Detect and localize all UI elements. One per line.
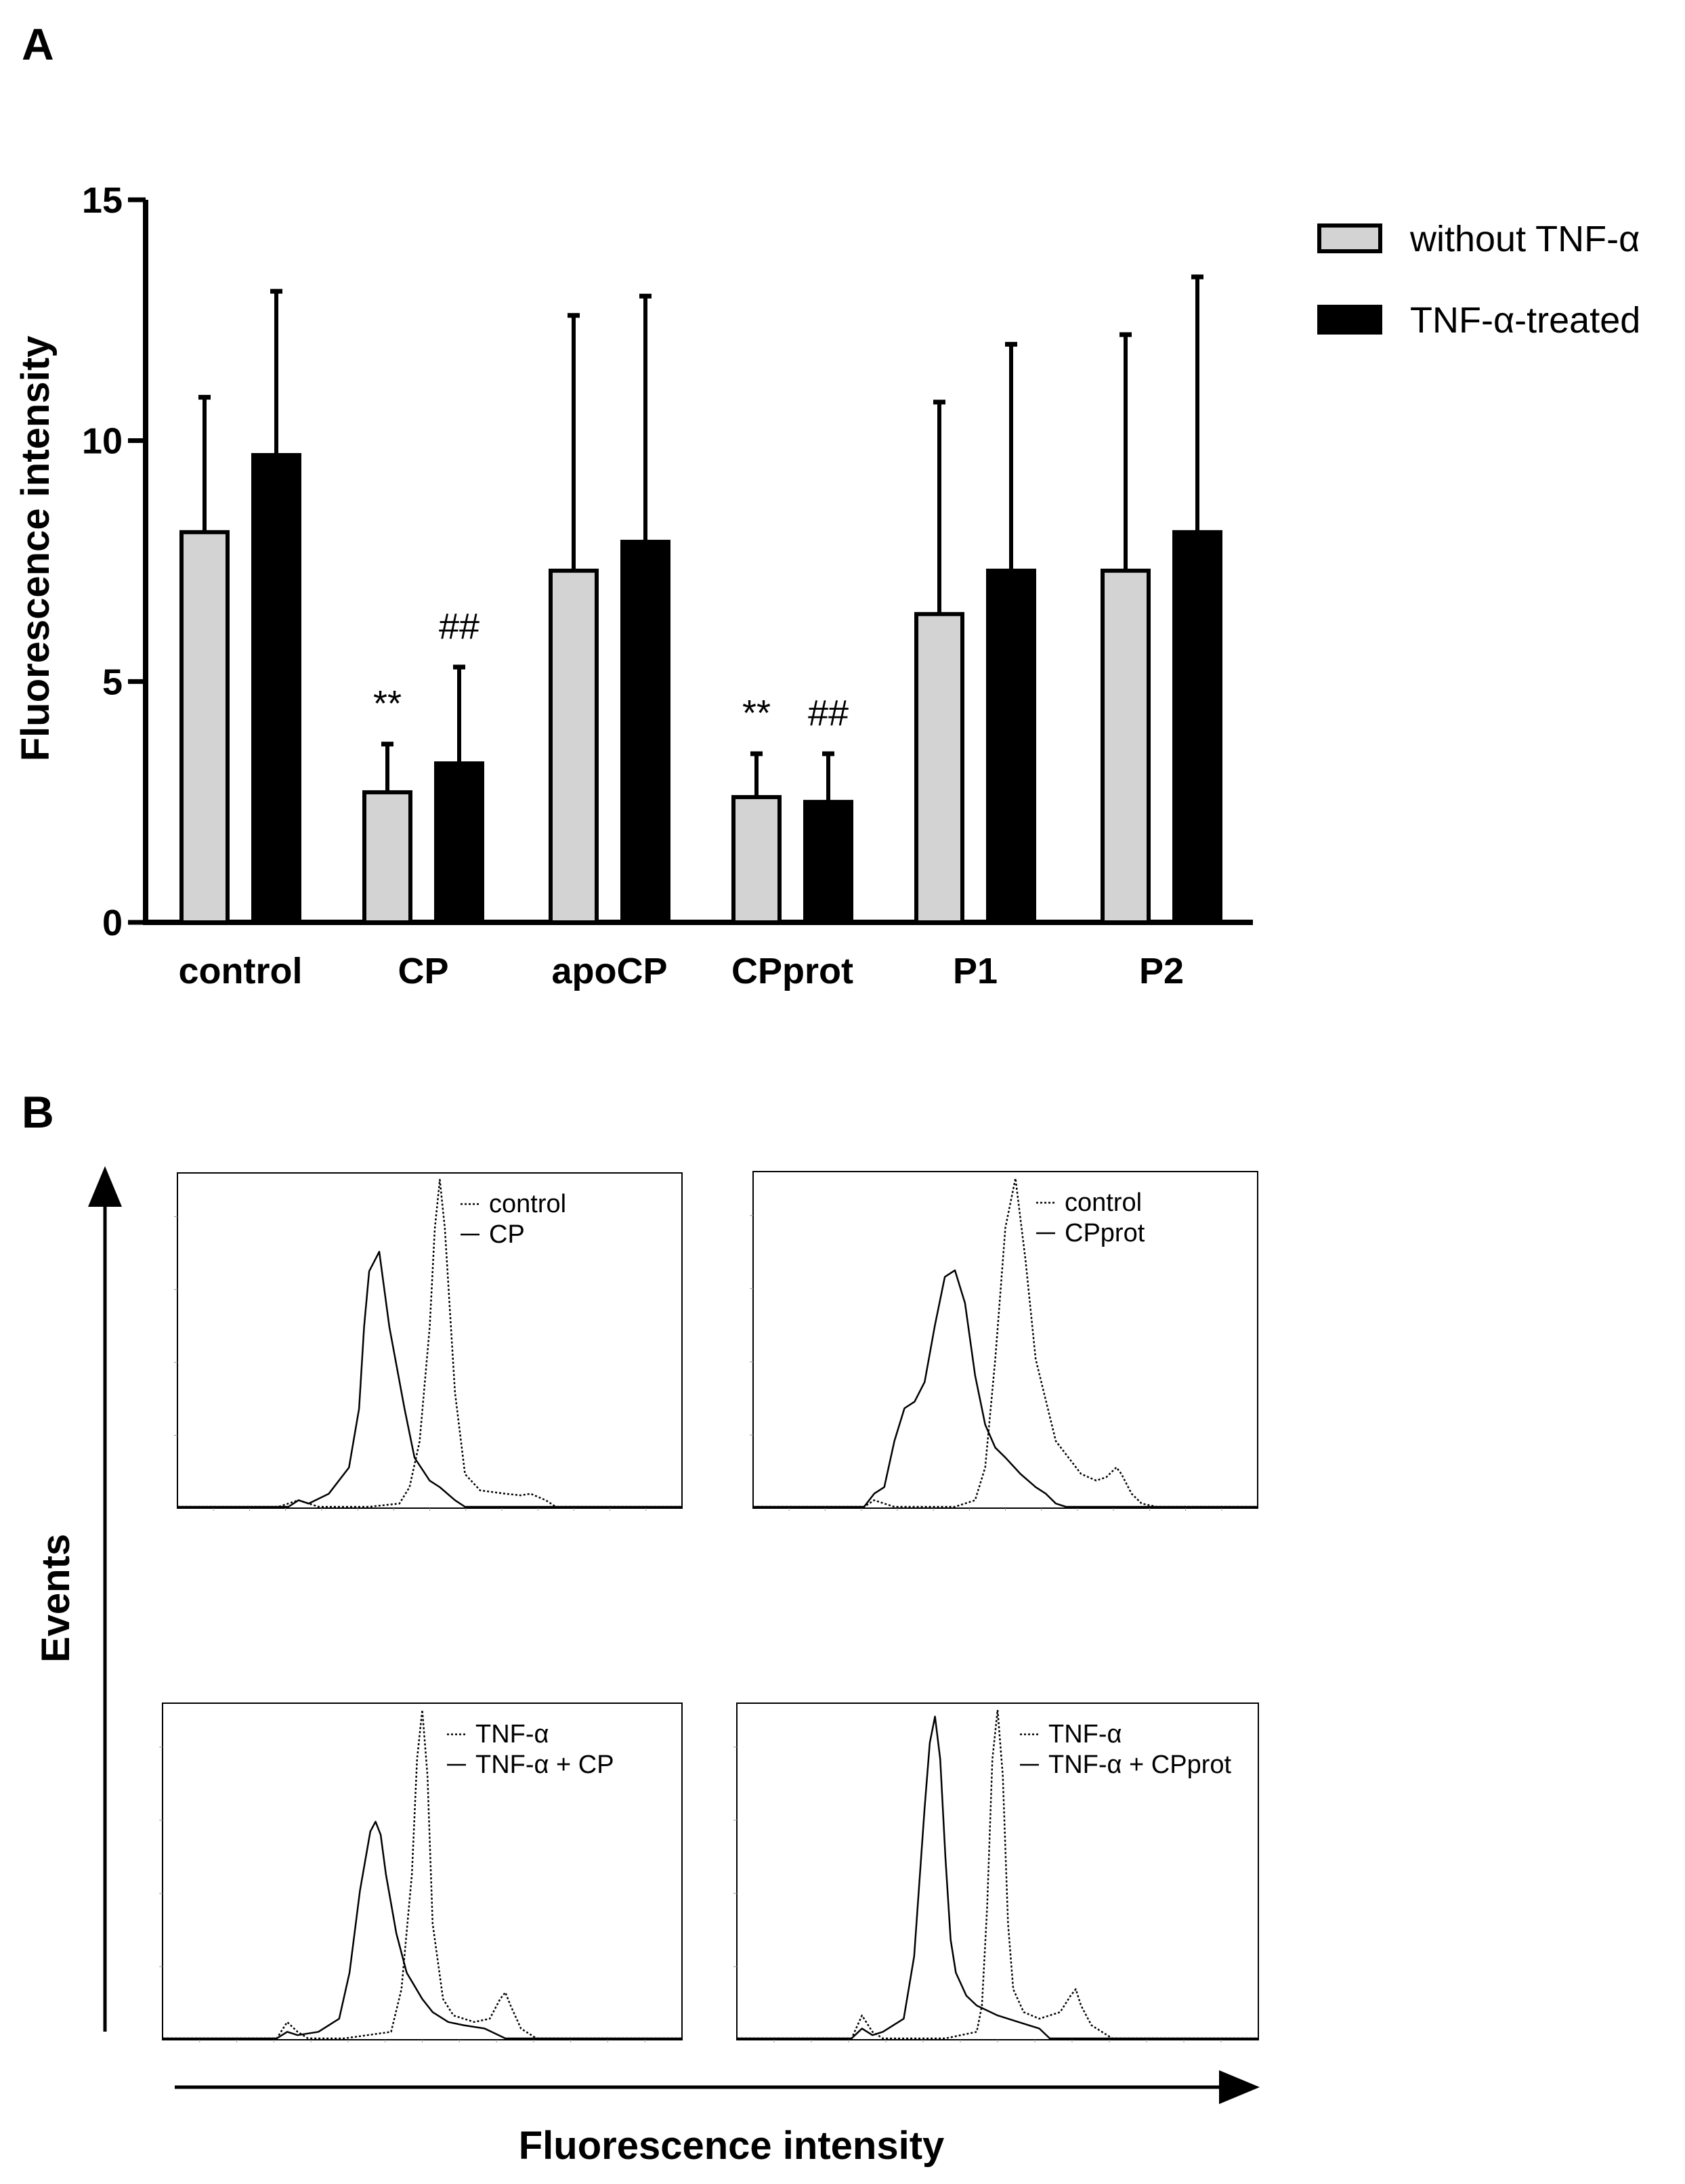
histogram-legend-label: TNF-α	[475, 1720, 549, 1749]
histogram-frame	[177, 1172, 683, 1509]
histogram-legend-label: CPprot	[1065, 1219, 1145, 1247]
histogram-legend-label: TNF-α	[1048, 1720, 1122, 1749]
bar	[434, 761, 484, 925]
histogram-legend-label: TNF-α + CP	[475, 1751, 614, 1779]
histogram-arrows	[88, 1166, 1260, 2104]
histogram-legend-label: control	[1065, 1189, 1142, 1217]
bar	[1172, 530, 1222, 924]
histogram-series-solid	[163, 1820, 682, 2040]
legend-label: TNF-α-treated	[1410, 300, 1640, 341]
significance-label: ##	[808, 693, 849, 733]
histogram-legend-label: CP	[489, 1220, 525, 1249]
bar	[179, 530, 230, 924]
histogram-series-solid	[737, 1715, 1258, 2040]
histogram-series-dotted	[753, 1177, 1258, 1508]
bar-chart: Fluorescence intensity 0 5 10 15 control CP **…	[14, 180, 1640, 991]
category-label: P2	[1139, 951, 1184, 991]
fluorescence-axis-title: Fluorescence intensity	[519, 2124, 945, 2168]
histogram-legend-label: control	[489, 1190, 566, 1218]
histogram-frame	[736, 1703, 1259, 2040]
significance-label: **	[373, 683, 402, 724]
bar-axes: 0 5 10 15 control CP ** ## apoCP CPprot ** ## P1 P2	[82, 180, 1253, 991]
significance-label: **	[742, 693, 771, 733]
histogram-series-solid	[753, 1269, 1258, 1508]
bar	[803, 800, 853, 924]
bar	[914, 612, 964, 924]
category-label: CPprot	[731, 951, 853, 991]
y-tick-label: 15	[82, 180, 123, 221]
legend-label: without TNF-α	[1409, 219, 1640, 259]
histogram-series-dotted	[163, 1709, 682, 2040]
y-tick-label: 5	[102, 662, 123, 702]
bar	[549, 568, 599, 924]
bar	[620, 540, 670, 924]
legend-swatch	[1317, 223, 1382, 253]
events-axis-title: Events	[34, 1534, 78, 1663]
panel-a-label: A	[22, 19, 54, 69]
category-label: P1	[953, 951, 998, 991]
bar	[1101, 568, 1151, 924]
significance-label: ##	[439, 606, 479, 647]
histogram-series-dotted	[177, 1178, 682, 1508]
panel-b-label: B	[22, 1087, 54, 1137]
fluorescence-arrow-head	[1219, 2070, 1260, 2104]
y-tick-label: 10	[82, 421, 123, 462]
histogram-legend-label: TNF-α + CPprot	[1048, 1751, 1232, 1779]
legend-swatch	[1317, 305, 1382, 335]
bar-y-axis-title: Fluorescence intensity	[14, 336, 58, 762]
bar-legend: without TNF-α TNF-α-treated	[1317, 219, 1640, 341]
bar	[731, 795, 782, 925]
category-label: control	[179, 951, 303, 991]
category-label: apoCP	[551, 951, 667, 991]
histogram-frame	[162, 1703, 683, 2040]
bar	[362, 790, 412, 924]
events-arrow-head	[88, 1166, 122, 1207]
histogram-area: Events Fluorescence intensity controlCPc…	[34, 1166, 1260, 2168]
histogram-series-dotted	[737, 1709, 1258, 2040]
histogram-series-solid	[177, 1251, 682, 1508]
category-label: CP	[398, 951, 448, 991]
y-tick-label: 0	[102, 903, 123, 943]
bar	[986, 568, 1036, 924]
bar	[251, 453, 301, 924]
